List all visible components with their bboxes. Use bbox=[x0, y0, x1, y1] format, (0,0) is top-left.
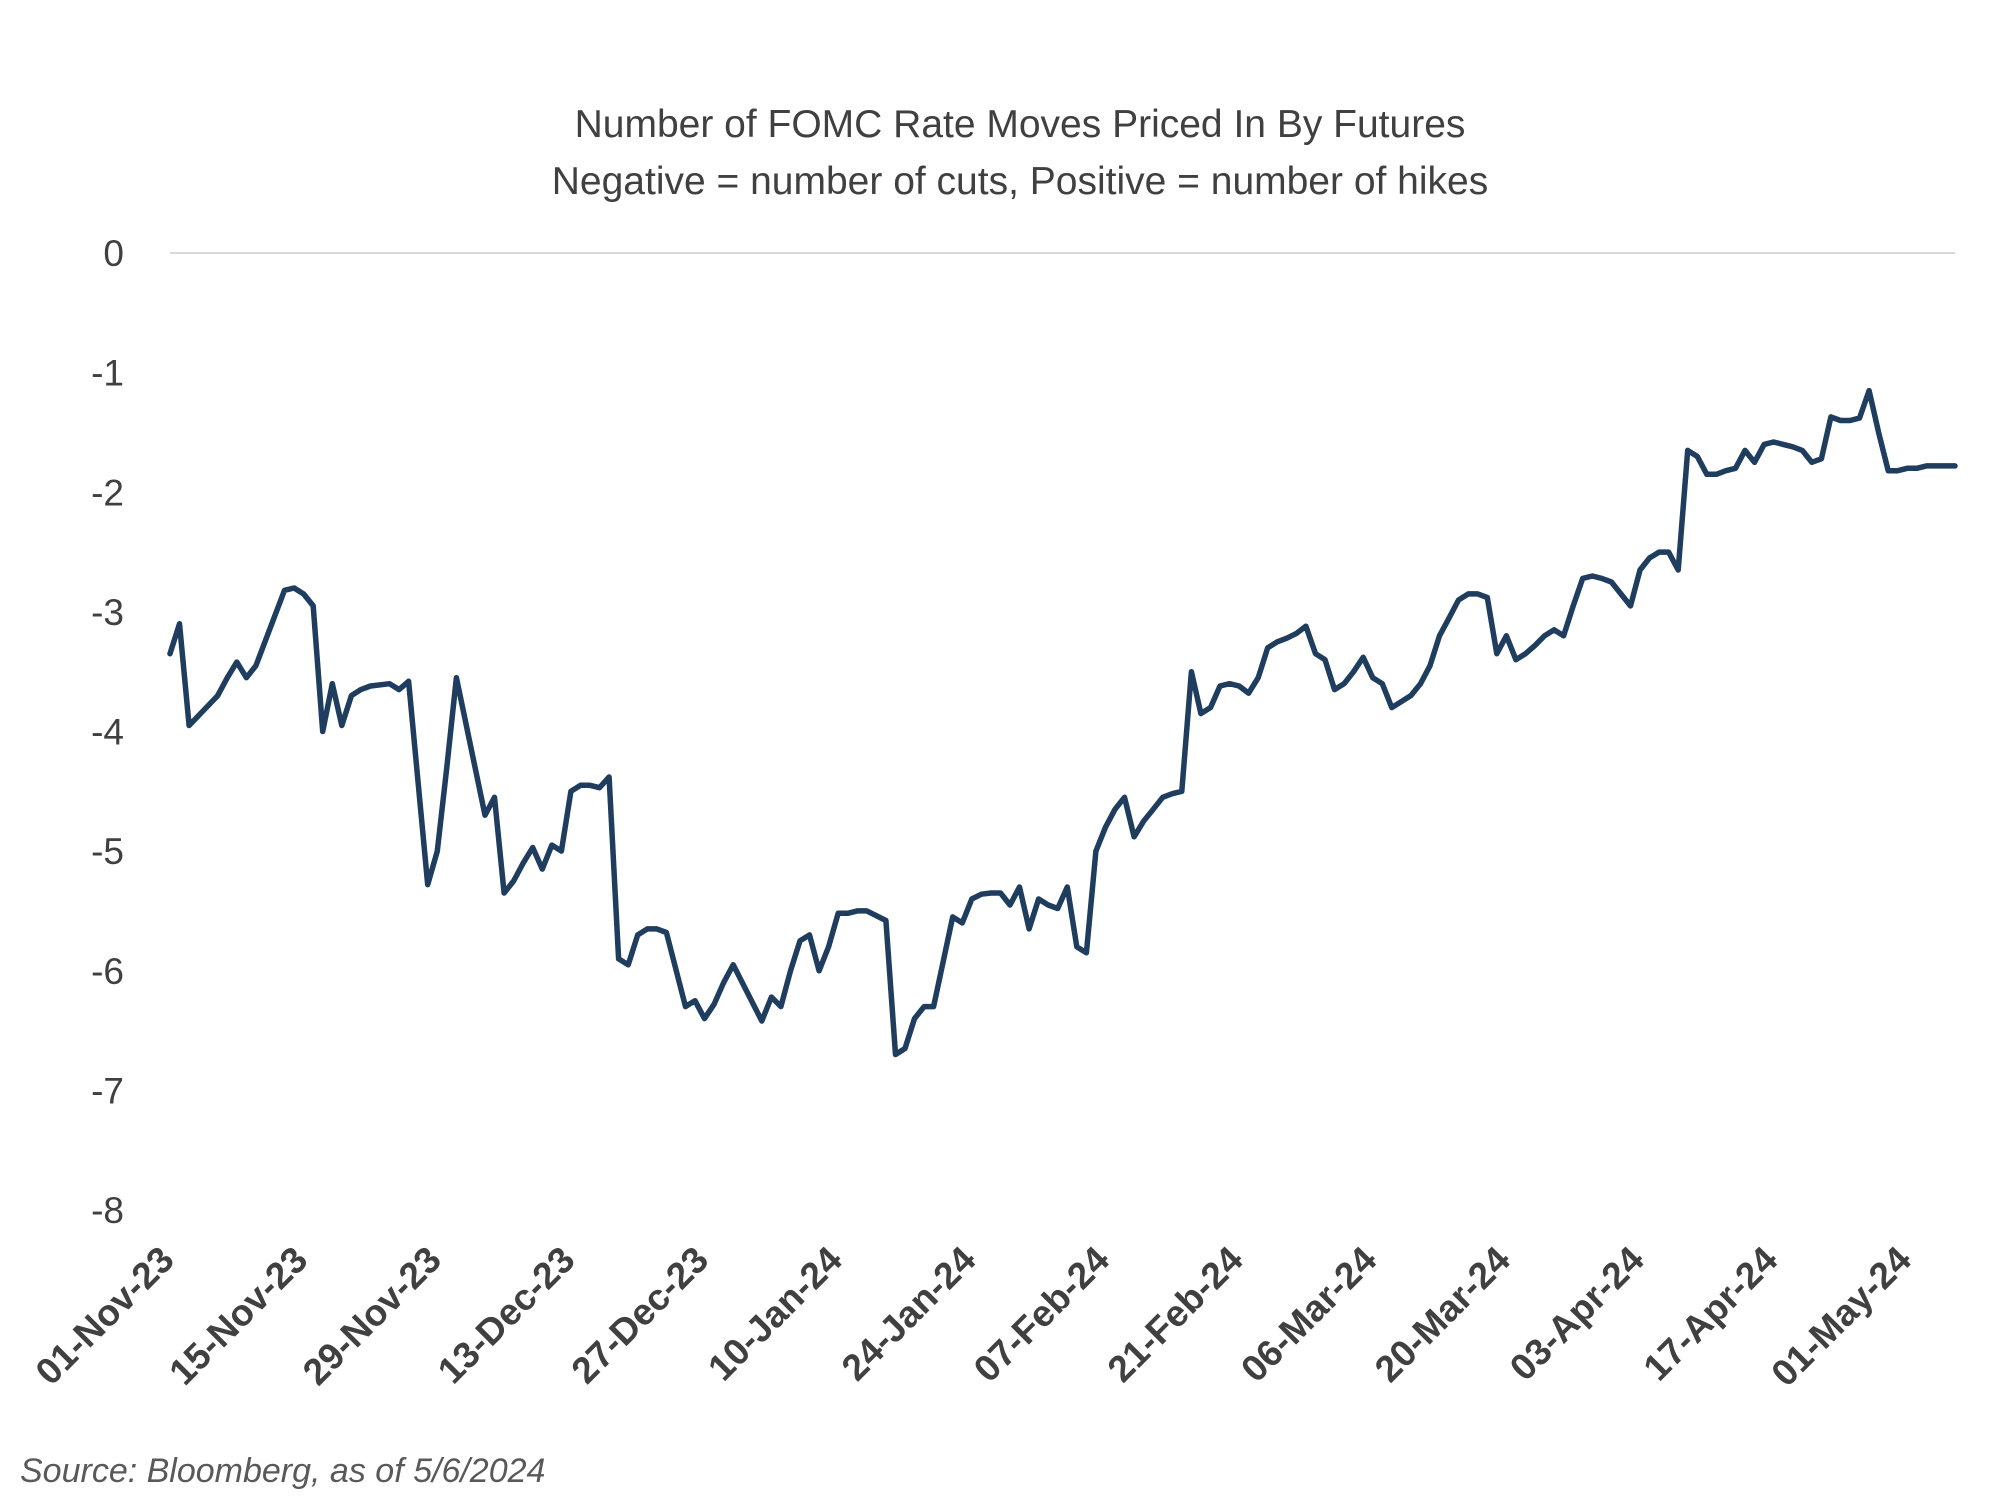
x-tick-label: 03-Apr-24 bbox=[1502, 1238, 1652, 1388]
x-tick-label: 01-Nov-23 bbox=[28, 1239, 182, 1393]
x-axis: 01-Nov-2315-Nov-2329-Nov-2313-Dec-2327-D… bbox=[28, 1238, 1920, 1394]
y-tick-label: -8 bbox=[91, 1190, 124, 1231]
y-tick-label: -6 bbox=[91, 951, 124, 992]
y-tick-label: 0 bbox=[103, 233, 124, 274]
y-tick-label: -1 bbox=[91, 353, 124, 394]
series-layer bbox=[167, 387, 1958, 1058]
x-tick-label: 06-Mar-24 bbox=[1233, 1238, 1384, 1389]
source-note: Source: Bloomberg, as of 5/6/2024 bbox=[20, 1452, 546, 1490]
x-tick-label: 15-Nov-23 bbox=[161, 1239, 315, 1393]
y-tick-label: -7 bbox=[91, 1070, 124, 1111]
y-tick-label: -5 bbox=[91, 831, 124, 872]
chart-title: Number of FOMC Rate Moves Priced In By F… bbox=[574, 103, 1466, 146]
x-tick-label: 20-Mar-24 bbox=[1367, 1238, 1518, 1389]
chart-subtitle: Negative = number of cuts, Positive = nu… bbox=[551, 160, 1489, 203]
x-tick-label: 29-Nov-23 bbox=[295, 1239, 449, 1393]
x-tick-label: 27-Dec-23 bbox=[564, 1239, 717, 1392]
x-tick-label: 10-Jan-24 bbox=[700, 1238, 850, 1388]
y-tick-label: -4 bbox=[91, 712, 124, 753]
series-line bbox=[167, 387, 1958, 1058]
x-tick-label: 21-Feb-24 bbox=[1100, 1238, 1251, 1389]
y-tick-label: -2 bbox=[91, 472, 124, 513]
y-tick-label: -3 bbox=[91, 592, 124, 633]
x-tick-label: 13-Dec-23 bbox=[430, 1239, 583, 1392]
chart-title-block: Number of FOMC Rate Moves Priced In By F… bbox=[0, 96, 2000, 210]
x-tick-label: 01-May-24 bbox=[1763, 1238, 1919, 1394]
x-tick-label: 07-Feb-24 bbox=[966, 1238, 1117, 1389]
x-tick-label: 24-Jan-24 bbox=[834, 1238, 984, 1388]
y-axis: 0 -1 -2 -3 -4 -5 -6 -7 -8 bbox=[91, 233, 124, 1231]
